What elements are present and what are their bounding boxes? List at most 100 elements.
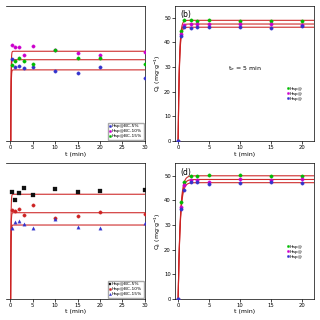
Hap@BC-10%	[12, 209, 17, 214]
Hap@BC-5%	[21, 65, 26, 70]
Hap@BC-15%	[52, 216, 58, 221]
Hap@	[268, 21, 274, 27]
Hap@	[188, 180, 193, 185]
Hap@	[268, 25, 274, 30]
Hap@	[194, 178, 199, 183]
Hap@	[268, 18, 274, 23]
Hap@BC-10%	[30, 203, 35, 208]
Hap@BC-15%	[10, 225, 15, 230]
Text: (b): (b)	[180, 10, 191, 19]
Hap@	[300, 24, 305, 29]
Hap@	[176, 139, 181, 144]
Hap@BC-5%	[30, 65, 35, 70]
Hap@	[179, 204, 184, 209]
Hap@BC-15%	[142, 220, 148, 226]
Hap@BC-10%	[52, 47, 58, 52]
Hap@	[300, 22, 305, 27]
Hap@BC-10%	[12, 45, 17, 50]
Hap@BC-15%	[10, 63, 15, 68]
Hap@	[182, 23, 187, 28]
Hap@BC-5%	[142, 76, 148, 81]
Hap@BC-5%	[12, 65, 17, 70]
Hap@BC-10%	[142, 49, 148, 54]
Hap@	[176, 297, 181, 302]
Hap@BC-10%	[17, 44, 22, 49]
Hap@	[300, 180, 305, 186]
Hap@BC-10%	[30, 43, 35, 48]
Hap@BC-15%	[12, 58, 17, 63]
Hap@	[188, 25, 193, 30]
Hap@	[179, 28, 184, 33]
Hap@BC-5%	[75, 71, 80, 76]
Hap@	[179, 34, 184, 39]
Hap@	[176, 296, 181, 301]
Hap@	[268, 177, 274, 182]
Hap@	[179, 200, 184, 205]
Hap@	[194, 24, 199, 29]
Hap@BC-15%	[17, 218, 22, 223]
Hap@BC-5%	[10, 56, 15, 61]
Hap@	[268, 173, 274, 179]
Text: (d): (d)	[180, 168, 191, 177]
Hap@BC-5%	[21, 186, 26, 191]
Hap@	[182, 182, 187, 188]
Hap@	[237, 24, 243, 29]
X-axis label: t (min): t (min)	[234, 309, 255, 315]
Hap@	[176, 139, 181, 144]
Hap@	[237, 21, 243, 27]
Y-axis label: Q$_t$ (mg$\cdot$g$^{-1}$): Q$_t$ (mg$\cdot$g$^{-1}$)	[152, 54, 163, 92]
Hap@BC-15%	[52, 47, 58, 52]
Hap@	[188, 21, 193, 27]
Hap@	[237, 172, 243, 177]
Hap@	[188, 173, 193, 179]
Hap@BC-15%	[30, 226, 35, 231]
Hap@BC-5%	[75, 189, 80, 194]
Hap@	[206, 21, 212, 26]
Hap@BC-5%	[12, 197, 17, 202]
Hap@BC-5%	[17, 191, 22, 196]
Hap@	[206, 181, 212, 186]
Legend: Hap@, Hap@, Hap@: Hap@, Hap@, Hap@	[286, 86, 303, 101]
Hap@BC-10%	[21, 52, 26, 58]
Hap@BC-15%	[12, 220, 17, 225]
Y-axis label: Q$_t$ (mg$\cdot$g$^{-1}$): Q$_t$ (mg$\cdot$g$^{-1}$)	[152, 212, 163, 250]
Hap@BC-5%	[52, 186, 58, 191]
Hap@	[188, 18, 193, 23]
Hap@	[300, 173, 305, 178]
Legend: Hap@, Hap@, Hap@: Hap@, Hap@, Hap@	[286, 244, 303, 260]
Hap@	[237, 177, 243, 182]
Hap@	[182, 187, 187, 192]
Hap@	[206, 18, 212, 23]
Legend: Hap@BC-5%, Hap@BC-10%, Hap@BC-15%: Hap@BC-5%, Hap@BC-10%, Hap@BC-15%	[108, 281, 144, 298]
Hap@BC-15%	[17, 56, 22, 61]
Hap@	[206, 25, 212, 30]
Hap@BC-15%	[30, 62, 35, 67]
Hap@	[176, 138, 181, 143]
Hap@	[237, 180, 243, 186]
Hap@BC-15%	[97, 55, 102, 60]
Hap@BC-10%	[10, 42, 15, 47]
Hap@	[206, 180, 212, 185]
Hap@BC-10%	[97, 210, 102, 215]
Hap@BC-10%	[75, 51, 80, 56]
Hap@BC-10%	[52, 216, 58, 221]
Hap@BC-10%	[17, 206, 22, 212]
Hap@BC-15%	[21, 222, 26, 227]
Hap@	[206, 173, 212, 178]
Hap@BC-5%	[142, 187, 148, 192]
Hap@	[182, 18, 187, 23]
X-axis label: t (min): t (min)	[234, 152, 255, 156]
Hap@BC-15%	[75, 224, 80, 229]
Hap@BC-10%	[10, 207, 15, 212]
Hap@	[237, 18, 243, 23]
Hap@BC-10%	[75, 213, 80, 219]
Legend: Hap@BC-5%, Hap@BC-10%, Hap@BC-15%: Hap@BC-5%, Hap@BC-10%, Hap@BC-15%	[108, 123, 144, 140]
Hap@	[176, 296, 181, 301]
Hap@	[268, 179, 274, 184]
Hap@	[179, 32, 184, 37]
Hap@BC-5%	[30, 193, 35, 198]
Hap@	[188, 177, 193, 182]
Hap@	[194, 18, 199, 23]
Hap@BC-5%	[52, 69, 58, 74]
Hap@	[194, 174, 199, 179]
